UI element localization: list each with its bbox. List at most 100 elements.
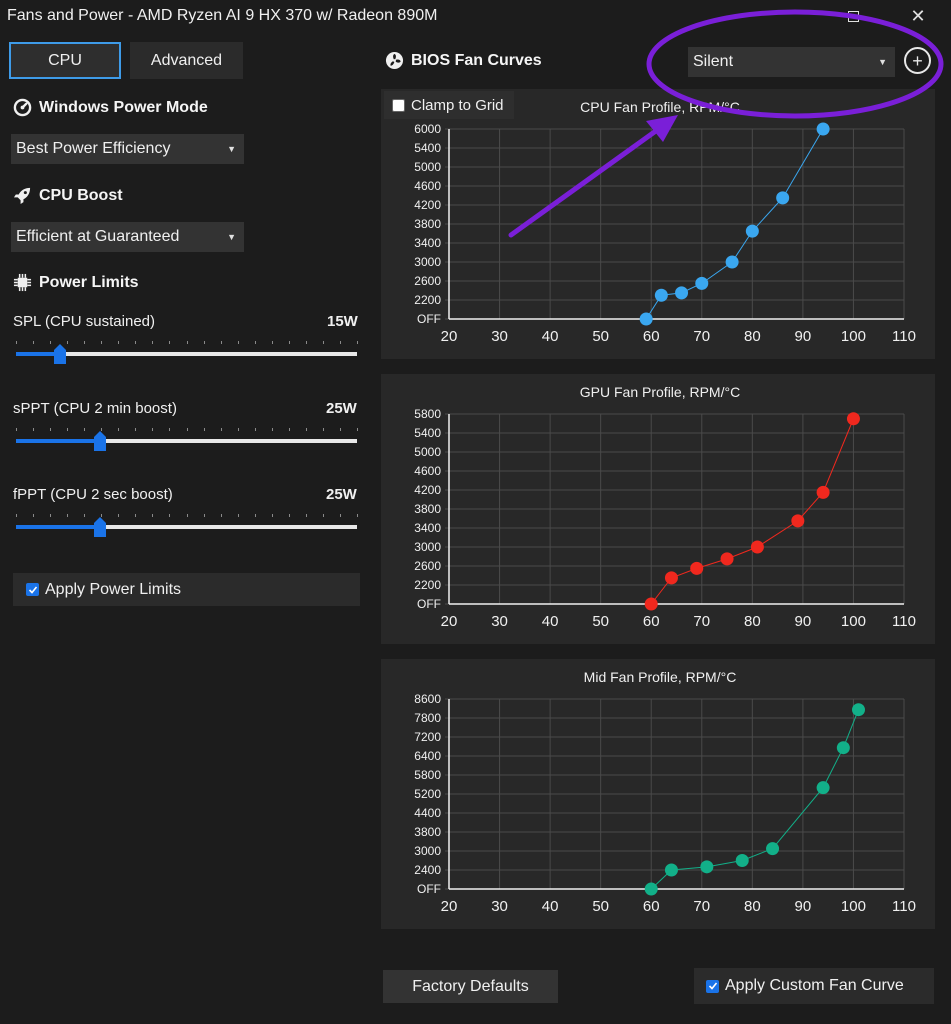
cpu-fan-chart[interactable]: CPU Fan Profile, RPM/°C 20 30 40 50 60 70 80 90 1… bbox=[381, 89, 935, 359]
y-tick-label: OFF bbox=[417, 312, 441, 326]
y-tick-label: OFF bbox=[417, 597, 441, 611]
fppt-slider[interactable] bbox=[16, 514, 358, 538]
fan-preset-value: Silent bbox=[693, 53, 734, 70]
data-point[interactable] bbox=[816, 781, 830, 795]
close-button[interactable]: ✕ bbox=[898, 2, 938, 30]
slider-tick bbox=[50, 514, 52, 517]
cpu-boost-dropdown[interactable]: Efficient at Guaranteed ▼ bbox=[11, 222, 244, 252]
data-point[interactable] bbox=[836, 741, 850, 755]
data-point[interactable] bbox=[745, 224, 759, 238]
sppt-slider[interactable] bbox=[16, 428, 358, 452]
y-tick-label: 2200 bbox=[414, 293, 441, 307]
apply-power-limits-checkbox[interactable] bbox=[26, 583, 39, 596]
slider-tick bbox=[357, 428, 358, 431]
chart-title: CPU Fan Profile, RPM/°C bbox=[580, 99, 740, 115]
slider-tick bbox=[322, 341, 324, 344]
slider-track[interactable] bbox=[16, 352, 357, 356]
factory-defaults-button[interactable]: Factory Defaults bbox=[383, 970, 558, 1003]
power-mode-dropdown[interactable]: Best Power Efficiency ▼ bbox=[11, 134, 244, 164]
apply-custom-fan-curve-checkbox[interactable] bbox=[706, 979, 719, 993]
slider-tick bbox=[84, 341, 86, 344]
data-point[interactable] bbox=[675, 286, 689, 300]
data-point[interactable] bbox=[766, 842, 780, 856]
slider-thumb[interactable] bbox=[93, 431, 106, 451]
slider-tick bbox=[118, 514, 120, 517]
slider-ticks bbox=[16, 428, 358, 432]
slider-tick bbox=[203, 514, 205, 517]
cpu-boost-value: Efficient at Guaranteed bbox=[16, 228, 180, 245]
apply-custom-fan-curve-row[interactable]: Apply Custom Fan Curve bbox=[694, 968, 934, 1004]
mid-fan-chart[interactable]: Mid Fan Profile, RPM/°C 20 30 40 50 60 70 80 90 1… bbox=[381, 659, 935, 929]
data-point[interactable] bbox=[791, 514, 805, 528]
data-point[interactable] bbox=[639, 312, 653, 326]
data-point[interactable] bbox=[644, 597, 658, 611]
power-mode-heading-text: Windows Power Mode bbox=[39, 98, 208, 116]
gpu-fan-chart[interactable]: GPU Fan Profile, RPM/°C 20 30 40 50 60 70 80 90 1… bbox=[381, 374, 935, 644]
data-point[interactable] bbox=[644, 882, 658, 896]
slider-tick bbox=[237, 341, 239, 344]
power-mode-value: Best Power Efficiency bbox=[16, 140, 171, 157]
data-point[interactable] bbox=[690, 561, 704, 575]
plus-circle-icon: + bbox=[912, 50, 923, 71]
data-point[interactable] bbox=[695, 276, 709, 290]
data-point[interactable] bbox=[852, 703, 865, 717]
slider-tick bbox=[16, 514, 17, 517]
slider-tick bbox=[288, 341, 290, 344]
slider-track[interactable] bbox=[16, 525, 357, 529]
data-point[interactable] bbox=[735, 854, 749, 867]
maximize-button[interactable] bbox=[833, 2, 873, 30]
clamp-to-grid-checkbox[interactable] bbox=[392, 98, 405, 112]
data-point[interactable] bbox=[776, 191, 790, 205]
apply-power-limits-row[interactable]: Apply Power Limits bbox=[13, 573, 360, 606]
data-point[interactable] bbox=[750, 540, 764, 554]
slider-tick bbox=[339, 428, 341, 431]
data-point[interactable] bbox=[816, 485, 830, 499]
spl-slider[interactable] bbox=[16, 341, 358, 365]
data-point[interactable] bbox=[725, 255, 739, 269]
chevron-down-icon: ▼ bbox=[878, 57, 887, 67]
slider-tick bbox=[305, 514, 307, 517]
add-preset-button[interactable]: + bbox=[904, 47, 931, 74]
clamp-to-grid-row[interactable]: Clamp to Grid bbox=[384, 91, 514, 119]
x-tick-label: 70 bbox=[693, 328, 710, 345]
close-icon: ✕ bbox=[910, 5, 926, 26]
y-tick-label: 4200 bbox=[414, 198, 441, 212]
data-point[interactable] bbox=[846, 412, 860, 426]
x-tick-label: 50 bbox=[592, 613, 609, 630]
data-point[interactable] bbox=[720, 552, 734, 566]
y-tick-label: 2600 bbox=[414, 559, 441, 573]
slider-tick bbox=[288, 514, 290, 517]
rocket-icon bbox=[13, 187, 31, 205]
y-tick-label: 3000 bbox=[414, 255, 441, 269]
data-point[interactable] bbox=[700, 860, 714, 874]
x-tick-label: 20 bbox=[441, 898, 458, 915]
data-point[interactable] bbox=[654, 288, 668, 302]
slider-thumb[interactable] bbox=[54, 344, 67, 364]
tab-advanced[interactable]: Advanced bbox=[130, 42, 243, 79]
slider-tick bbox=[33, 428, 35, 431]
x-tick-label: 100 bbox=[841, 898, 866, 915]
fppt-label: fPPT (CPU 2 sec boost) bbox=[13, 486, 173, 503]
slider-tick bbox=[33, 514, 35, 517]
y-tick-label: 4200 bbox=[414, 483, 441, 497]
slider-tick bbox=[33, 341, 35, 344]
slider-tick bbox=[152, 514, 154, 517]
power-limits-heading-text: Power Limits bbox=[39, 273, 139, 291]
data-point[interactable] bbox=[664, 863, 678, 877]
data-point[interactable] bbox=[816, 122, 830, 136]
slider-thumb[interactable] bbox=[93, 517, 106, 537]
slider-track[interactable] bbox=[16, 439, 357, 443]
slider-tick bbox=[305, 428, 307, 431]
tab-cpu[interactable]: CPU bbox=[9, 42, 121, 79]
fan-preset-dropdown[interactable]: Silent ▼ bbox=[688, 47, 895, 77]
slider-tick bbox=[220, 428, 222, 431]
slider-tick bbox=[220, 341, 222, 344]
y-tick-label: 4400 bbox=[414, 806, 441, 820]
y-tick-label: 3800 bbox=[414, 502, 441, 516]
data-point[interactable] bbox=[664, 571, 678, 585]
fan-icon bbox=[385, 51, 404, 70]
fan-curves-heading-text: BIOS Fan Curves bbox=[411, 51, 542, 69]
x-tick-label: 30 bbox=[491, 613, 508, 630]
slider-tick bbox=[118, 341, 120, 344]
slider-tick bbox=[339, 514, 341, 517]
